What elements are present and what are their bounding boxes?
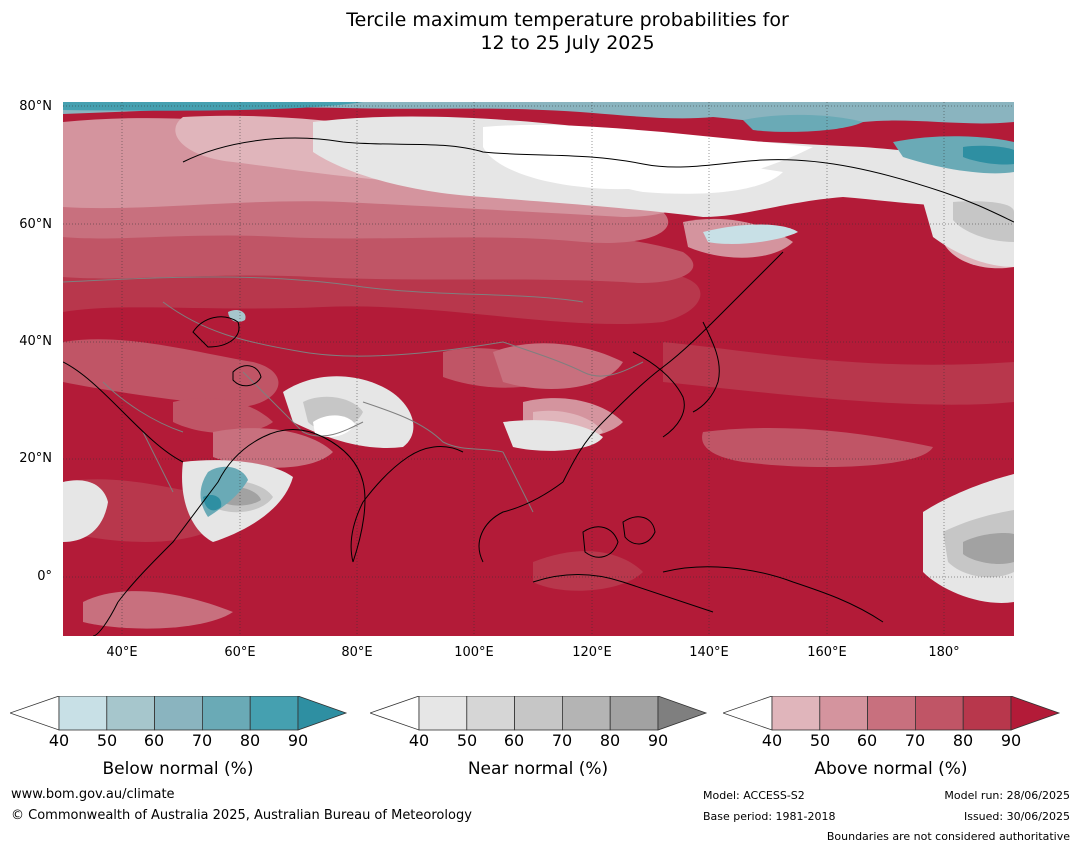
coastlines <box>63 137 1014 636</box>
lon-label-60e: 60°E <box>224 645 256 660</box>
tick-below-40: 40 <box>48 731 70 750</box>
tick-below-80: 80 <box>239 731 261 750</box>
tick-above-60: 60 <box>856 731 878 750</box>
colorbar-above-segment-4 <box>914 696 964 731</box>
colorbar-above <box>723 696 1063 732</box>
country-borders <box>63 276 644 513</box>
colorbar-below-segment-4 <box>201 696 251 731</box>
colorbar-above-segment-5 <box>962 696 1012 731</box>
colorbar-above-segment-1 <box>771 696 821 731</box>
chart-title: Tercile maximum temperature probabilitie… <box>0 9 1081 55</box>
colorbar-below-segment-1 <box>58 696 108 731</box>
colorbar-near-segment-4 <box>561 696 611 731</box>
lat-label-0: 0° <box>37 569 52 584</box>
lat-label-80n: 80°N <box>19 99 52 114</box>
tick-near-60: 60 <box>503 731 525 750</box>
title-line-1: Tercile maximum temperature probabilitie… <box>346 9 789 31</box>
footer-disclaimer: Boundaries are not considered authoritat… <box>826 830 1070 843</box>
lon-label-80e: 80°E <box>341 645 373 660</box>
colorbar-above-segment-2 <box>819 696 869 731</box>
tick-near-90: 90 <box>647 731 669 750</box>
title-line-2: 12 to 25 July 2025 <box>480 32 655 54</box>
colorbar-below-segment-2 <box>106 696 156 731</box>
colorbar-near-segment-1 <box>418 696 468 731</box>
probability-map <box>63 102 1014 636</box>
tick-above-70: 70 <box>904 731 926 750</box>
tick-near-70: 70 <box>551 731 573 750</box>
lon-label-160e: 160°E <box>807 645 847 660</box>
colorbar-title-below: Below normal (%) <box>102 759 254 779</box>
tick-above-80: 80 <box>952 731 974 750</box>
tick-below-60: 60 <box>143 731 165 750</box>
tick-above-50: 50 <box>809 731 831 750</box>
no-signal-region <box>313 124 813 437</box>
lon-label-140e: 140°E <box>689 645 729 660</box>
tick-near-50: 50 <box>456 731 478 750</box>
lat-label-60n: 60°N <box>19 217 52 232</box>
colorbar-below-segment-5 <box>249 696 299 731</box>
lon-label-180: 180° <box>928 645 960 660</box>
colorbar-below <box>10 696 350 732</box>
colorbar-below-segment-3 <box>154 696 203 731</box>
colorbar-near-max-arrow <box>657 696 708 731</box>
tick-near-80: 80 <box>599 731 621 750</box>
tick-above-40: 40 <box>761 731 783 750</box>
footer-model-run: Model run: 28/06/2025 <box>944 789 1070 802</box>
colorbar-near-segment-3 <box>514 696 563 731</box>
tick-below-50: 50 <box>96 731 118 750</box>
colorbar-below-max-arrow <box>297 696 348 731</box>
footer-copyright: © Commonwealth of Australia 2025, Austra… <box>11 808 472 823</box>
tick-near-40: 40 <box>408 731 430 750</box>
lat-label-20n: 20°N <box>19 451 52 466</box>
colorbar-above-max-arrow <box>1010 696 1061 731</box>
map-gridlines <box>63 102 1014 636</box>
colorbar-above-segment-3 <box>867 696 916 731</box>
footer-website: www.bom.gov.au/climate <box>11 787 175 802</box>
tick-below-70: 70 <box>191 731 213 750</box>
lon-label-40e: 40°E <box>106 645 138 660</box>
colorbar-near-segment-5 <box>609 696 659 731</box>
footer-issued: Issued: 30/06/2025 <box>963 810 1070 823</box>
lon-label-100e: 100°E <box>454 645 494 660</box>
below-normal-region <box>63 102 1014 517</box>
tick-below-90: 90 <box>287 731 309 750</box>
colorbar-near-segment-2 <box>466 696 516 731</box>
footer-base-period: Base period: 1981-2018 <box>703 810 836 823</box>
footer-model: Model: ACCESS-S2 <box>703 789 805 802</box>
colorbar-title-near: Near normal (%) <box>467 759 609 779</box>
colorbar-title-above: Above normal (%) <box>814 759 968 779</box>
colorbar-near <box>370 696 710 732</box>
lat-label-40n: 40°N <box>19 334 52 349</box>
tick-above-90: 90 <box>1000 731 1022 750</box>
lon-label-120e: 120°E <box>572 645 612 660</box>
